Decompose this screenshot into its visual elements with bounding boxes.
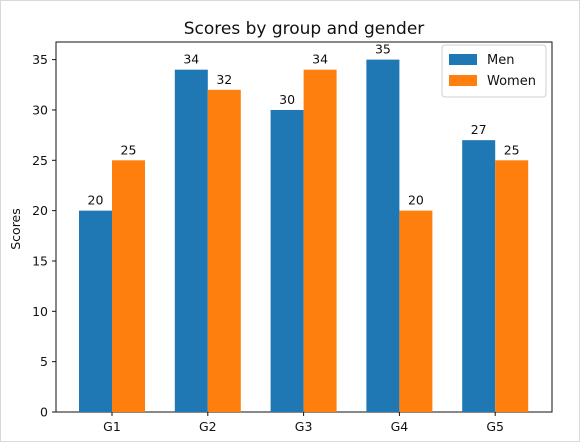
y-tick-label: 25	[32, 153, 48, 168]
x-tick-label: G1	[103, 419, 121, 434]
x-tick-label: G2	[199, 419, 217, 434]
bar-men-g1	[79, 210, 112, 412]
bars-group	[79, 59, 529, 413]
bar-value-label-women-g3: 34	[312, 52, 328, 67]
bar-value-label-men-g2: 34	[183, 52, 199, 67]
bar-women-g1	[112, 160, 145, 412]
bar-men-g5	[462, 140, 496, 412]
bar-women-g3	[303, 69, 337, 412]
bar-value-label-women-g5: 25	[504, 142, 520, 157]
x-tick-label: G5	[486, 419, 504, 434]
x-tick-label: G3	[295, 419, 313, 434]
bar-value-label-men-g1: 20	[88, 193, 104, 208]
bar-value-label-women-g2: 32	[216, 72, 232, 87]
bar-labels-group: 20 25 34 32 30 34 35 20 27 25	[88, 42, 520, 208]
y-tick-label: 10	[32, 304, 48, 319]
bar-value-label-men-g4: 35	[375, 42, 391, 57]
bar-men-g2	[174, 69, 208, 412]
y-tick-label: 30	[32, 102, 48, 117]
y-tick-label: 5	[40, 354, 48, 369]
chart-title: Scores by group and gender	[184, 19, 425, 39]
bar-value-label-women-g1: 25	[121, 142, 137, 157]
legend-women-swatch	[449, 75, 477, 86]
y-axis: 0 5 10 15 20 25 30 35	[32, 52, 56, 420]
legend-men-label: Men	[487, 53, 514, 68]
x-axis: G1 G2 G3 G4 G5	[103, 412, 504, 434]
bar-women-g2	[207, 89, 241, 413]
y-tick-label: 15	[32, 253, 48, 268]
bar-value-label-men-g5: 27	[471, 122, 487, 137]
y-tick-label: 0	[40, 405, 48, 420]
bar-women-g5	[495, 160, 529, 412]
bar-value-label-women-g4: 20	[408, 193, 424, 208]
x-tick-label: G4	[391, 419, 409, 434]
bar-women-g4	[399, 210, 433, 412]
bar-men-g3	[270, 109, 304, 413]
y-tick-label: 35	[32, 52, 48, 67]
bar-value-label-men-g3: 30	[279, 92, 295, 107]
legend-men-swatch	[449, 54, 477, 65]
y-axis-label: Scores	[8, 208, 23, 250]
legend-women-label: Women	[487, 74, 536, 89]
y-tick-label: 20	[32, 203, 48, 218]
legend: Men Women	[441, 44, 547, 98]
bar-men-g4	[366, 59, 400, 412]
